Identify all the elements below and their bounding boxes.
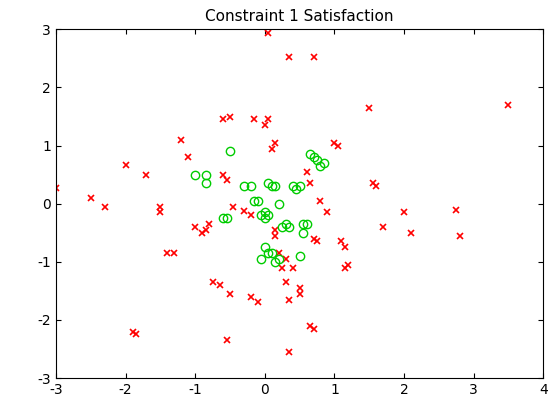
Title: Constraint 1 Satisfaction: Constraint 1 Satisfaction	[206, 9, 394, 24]
